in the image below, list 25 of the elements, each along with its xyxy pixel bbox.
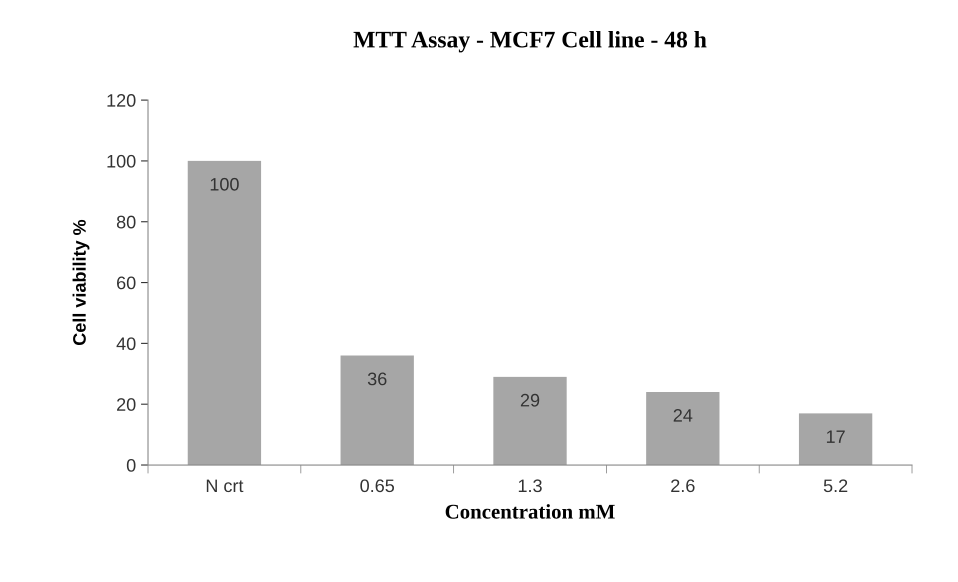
data-label: 29 bbox=[520, 394, 540, 407]
x-tick-label: 5.2 bbox=[824, 479, 848, 492]
bar bbox=[646, 392, 720, 466]
data-label: 100 bbox=[210, 178, 239, 191]
data-label: 36 bbox=[368, 372, 386, 386]
y-tick-label: 20 bbox=[117, 398, 136, 411]
x-tick-label: 1.3 bbox=[518, 479, 542, 492]
y-tick-label: 0 bbox=[126, 458, 136, 472]
x-axis-title: Concentration mM bbox=[446, 504, 615, 519]
y-tick-label: 100 bbox=[107, 154, 136, 168]
data-label: 17 bbox=[826, 430, 845, 443]
bar bbox=[340, 356, 414, 466]
x-tick-label: N crt bbox=[206, 480, 244, 492]
data-label: 24 bbox=[674, 409, 692, 422]
bar bbox=[798, 413, 872, 466]
y-axis-title: Cell viability % bbox=[72, 220, 90, 346]
x-tick-label: 0.65 bbox=[360, 479, 394, 492]
bar bbox=[493, 376, 567, 466]
y-tick-label: 80 bbox=[116, 216, 136, 228]
y-tick-label: 40 bbox=[116, 337, 136, 350]
y-tick-label: 60 bbox=[117, 276, 136, 290]
chart-title: MTT Assay - MCF7 Cell line - 48 h bbox=[354, 30, 707, 52]
bar bbox=[188, 160, 262, 466]
x-tick-label: 2.6 bbox=[671, 479, 695, 492]
y-tick-label: 120 bbox=[107, 94, 136, 107]
